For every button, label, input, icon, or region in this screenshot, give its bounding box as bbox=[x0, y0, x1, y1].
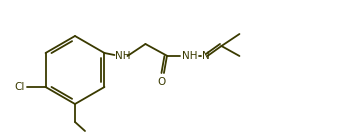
Text: O: O bbox=[158, 77, 166, 87]
Text: NH: NH bbox=[115, 51, 131, 61]
Text: NH: NH bbox=[183, 51, 198, 61]
Text: N: N bbox=[203, 51, 210, 61]
Text: Cl: Cl bbox=[14, 82, 25, 92]
